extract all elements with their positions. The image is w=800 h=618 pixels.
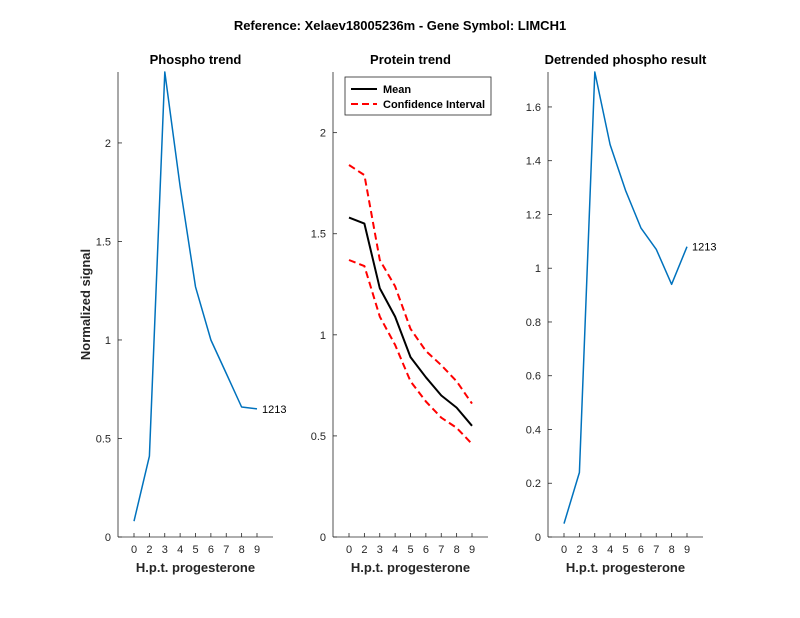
x-tick-label: 0 — [131, 544, 137, 556]
y-tick-label: 0 — [535, 532, 541, 544]
x-tick-label: 0 — [346, 544, 352, 556]
y-tick-label: 1 — [535, 263, 541, 275]
x-tick-label: 4 — [177, 544, 183, 556]
y-tick-label: 0.5 — [311, 431, 326, 443]
y-tick-label: 1.2 — [526, 209, 541, 221]
y-tick-label: 0.4 — [526, 424, 541, 436]
x-tick-label: 2 — [576, 544, 582, 556]
y-tick-label: 1.5 — [96, 236, 111, 248]
x-tick-label: 3 — [592, 544, 598, 556]
y-tick-label: 0 — [105, 532, 111, 544]
x-tick-label: 5 — [192, 544, 198, 556]
y-tick-label: 0.5 — [96, 433, 111, 445]
series-line-2 — [348, 164, 473, 405]
x-tick-label: 8 — [669, 544, 675, 556]
x-tick-label: 0 — [561, 544, 567, 556]
figure-suptitle: Reference: Xelaev18005236m - Gene Symbol… — [234, 18, 566, 33]
series-end-label: 1213 — [692, 242, 716, 254]
subplot-3: 0 2 3 4 5 6 7 8 900.20.40.60.811.21.41.6Detrende… — [526, 52, 717, 575]
x-tick-label: 9 — [684, 544, 690, 556]
y-tick-label: 2 — [105, 138, 111, 150]
x-tick-label: 8 — [239, 544, 245, 556]
x-tick-label: 7 — [223, 544, 229, 556]
x-tick-label: 4 — [607, 544, 613, 556]
x-axis-label: H.p.t. progesterone — [566, 560, 685, 575]
x-axis-label: H.p.t. progesterone — [136, 560, 255, 575]
x-tick-label: 9 — [469, 544, 475, 556]
legend-entry-label: Mean — [383, 84, 411, 96]
y-tick-label: 0.6 — [526, 371, 541, 383]
x-tick-label: 9 — [254, 544, 260, 556]
x-tick-label: 5 — [407, 544, 413, 556]
legend: Mean Confidence Interval — [344, 76, 492, 116]
y-tick-label: 1.4 — [526, 156, 541, 168]
y-tick-label: 1.5 — [311, 229, 326, 241]
legend-entry-label: Confidence Interval — [383, 99, 485, 111]
x-tick-label: 7 — [438, 544, 444, 556]
series-line-1 — [348, 216, 473, 427]
x-tick-label: 6 — [423, 544, 429, 556]
x-tick-label: 2 — [361, 544, 367, 556]
x-tick-label: 8 — [454, 544, 460, 556]
x-tick-label: 2 — [146, 544, 152, 556]
series-line-3 — [348, 259, 473, 445]
subplot-title: Phospho trend — [150, 52, 242, 67]
y-tick-label: 1 — [105, 335, 111, 347]
x-tick-label: 3 — [377, 544, 383, 556]
y-tick-label: 1.6 — [526, 102, 541, 114]
x-tick-label: 5 — [622, 544, 628, 556]
x-tick-label: 3 — [162, 544, 168, 556]
y-tick-label: 0.8 — [526, 317, 541, 329]
y-tick-label: 2 — [320, 128, 326, 140]
y-tick-label: 1 — [320, 330, 326, 342]
x-tick-label: 6 — [638, 544, 644, 556]
x-axis-label: H.p.t. progesterone — [351, 560, 470, 575]
x-tick-label: 6 — [208, 544, 214, 556]
y-axis-label: Normalized signal — [78, 249, 93, 360]
series-line-1 — [563, 71, 688, 524]
y-tick-label: 0 — [320, 532, 326, 544]
x-tick-label: 7 — [653, 544, 659, 556]
x-tick-label: 4 — [392, 544, 398, 556]
y-tick-label: 0.2 — [526, 478, 541, 490]
subplot-title: Protein trend — [370, 52, 451, 67]
series-line-1 — [133, 71, 258, 522]
legend-box — [344, 76, 492, 116]
series-end-label: 1213 — [262, 404, 286, 416]
subplot-title: Detrended phospho result — [545, 52, 707, 67]
